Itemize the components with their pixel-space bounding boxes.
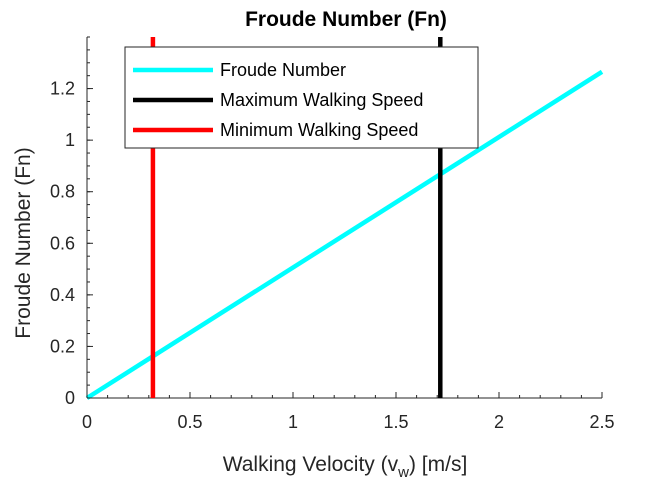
y-tick-label: 1: [65, 130, 75, 150]
legend-label-froude-number: Froude Number: [220, 60, 346, 80]
x-axis-label: Walking Velocity (vw) [m/s]: [223, 453, 468, 481]
x-axis-label-subscript: w: [397, 464, 409, 481]
x-tick-label: 0.5: [177, 412, 202, 432]
legend-label-minimum-walking-speed: Minimum Walking Speed: [220, 120, 418, 140]
x-axis-ticks: 0 0.5 1 1.5 2 2.5: [82, 392, 615, 432]
x-tick-label: 1.5: [383, 412, 408, 432]
x-axis-label-main: Walking Velocity (v: [223, 453, 399, 476]
x-tick-label: 2: [494, 412, 504, 432]
legend-label-maximum-walking-speed: Maximum Walking Speed: [220, 90, 423, 110]
y-tick-label: 0.2: [50, 336, 75, 356]
x-axis-label-unit: ) [m/s]: [409, 453, 467, 476]
x-tick-label: 0: [82, 412, 92, 432]
y-axis-ticks: 0 0.2 0.4 0.6 0.8 1 1.2: [50, 36, 93, 408]
y-tick-label: 0: [65, 388, 75, 408]
x-tick-label: 2.5: [589, 412, 614, 432]
chart-title: Froude Number (Fn): [245, 8, 447, 31]
legend: Froude Number Maximum Walking Speed Minimu…: [124, 46, 479, 149]
y-tick-label: 1.2: [50, 79, 75, 99]
y-tick-label: 0.4: [50, 285, 75, 305]
y-axis-label: Froude Number (Fn): [12, 147, 35, 338]
x-tick-label: 1: [288, 412, 298, 432]
y-tick-label: 0.6: [50, 233, 75, 253]
y-tick-label: 0.8: [50, 182, 75, 202]
froude-number-line: [85, 69, 604, 400]
